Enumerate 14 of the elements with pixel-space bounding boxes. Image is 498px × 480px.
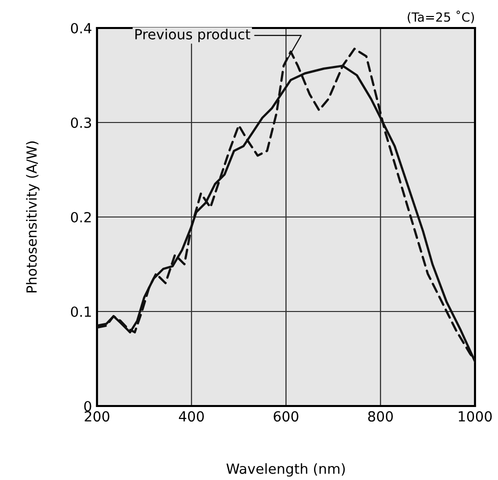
text: (Ta=25 ˚C): [408, 10, 474, 24]
x-tick-label: 200: [84, 411, 110, 422]
y-tick-label: 0.4: [70, 22, 92, 34]
text: Previous product: [135, 28, 250, 42]
y-axis-title: Photosensitivity (A/W): [26, 141, 40, 292]
y-tick-label: 0.2: [70, 212, 91, 222]
y-tick-label: 0.1: [70, 306, 91, 317]
y-tick-label: 0.3: [70, 117, 92, 128]
x-tick-label: 800: [368, 411, 393, 422]
y-tick-label: 0: [84, 400, 92, 412]
x-tick-label: 1000: [458, 411, 492, 422]
x-axis-title: Wavelength (nm): [226, 463, 345, 477]
x-tick-label: 600: [274, 411, 298, 422]
x-tick-label: 400: [178, 411, 204, 422]
